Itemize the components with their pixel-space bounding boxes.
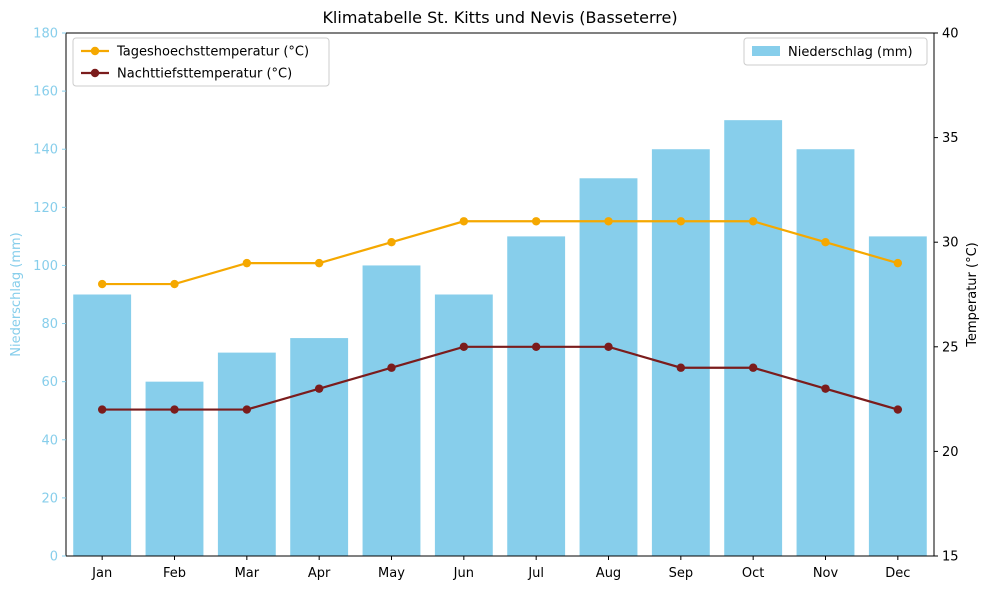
right-tick-label: 15 (942, 550, 959, 565)
x-tick-label: Aug (596, 566, 621, 581)
right-axis-title: Temperatur (°C) (965, 242, 980, 348)
x-tick-label: Jan (91, 566, 112, 581)
temperature-line-1 (102, 345, 899, 411)
left-tick-label: 40 (41, 433, 58, 448)
precipitation-bar-jan (73, 294, 132, 556)
x-tick-label: Jul (527, 566, 544, 581)
right-tick-label: 30 (942, 236, 959, 251)
legend-box (743, 37, 928, 66)
temperature-point-1-sep (676, 363, 686, 372)
precipitation-bar-mar (217, 352, 276, 556)
precipitation-bar-may (362, 265, 421, 556)
temperature-point-1-aug (604, 342, 613, 351)
precipitation-bar-jul (507, 236, 566, 556)
temperature-point-1-nov (821, 384, 830, 393)
x-tick-label: Feb (163, 566, 186, 581)
temperature-point-0-nov (821, 238, 830, 247)
right-tick-label: 20 (942, 445, 959, 460)
temperature-point-0-feb (170, 279, 179, 289)
left-tick-label: 160 (33, 85, 58, 100)
x-tick-label: Oct (742, 566, 764, 581)
x-tick-label: Apr (308, 566, 331, 581)
temperature-point-1-jun (459, 342, 469, 351)
x-tick-label: Jun (453, 566, 474, 581)
legend-box (72, 37, 330, 87)
left-tick-label: 80 (41, 317, 58, 332)
left-tick-label: 180 (33, 27, 58, 42)
precipitation-bar-jun (434, 294, 493, 556)
temperature-point-0-oct (748, 217, 758, 226)
right-tick-label: 25 (942, 340, 959, 355)
precipitation-bar-dec (868, 236, 927, 556)
legend-label: Tageshoechsttemperatur (°C) (116, 45, 309, 60)
left-tick-label: 140 (33, 143, 58, 158)
plot-frame (65, 32, 935, 557)
left-tick-label: 0 (50, 550, 58, 565)
legend-marker-swatch (90, 68, 100, 78)
legend-temperature: Tageshoechsttemperatur (°C) Nachttiefstte… (72, 37, 330, 87)
temperature-point-0-jan (97, 279, 107, 289)
right-tick-label: 40 (942, 27, 959, 42)
temperature-point-1-apr (314, 384, 324, 393)
legend-precipitation: Niederschlag (mm) (743, 37, 928, 66)
temperature-point-1-jul (531, 342, 541, 351)
x-tick-label: Dec (885, 566, 910, 581)
precipitation-bar-oct (724, 120, 783, 557)
left-y-axis: 0 20 40 60 80 100 120 140 160 180 (33, 27, 66, 565)
precipitation-bars (73, 120, 927, 557)
temperature-point-0-may (387, 238, 396, 247)
x-tick-label: Nov (813, 566, 839, 581)
legend-bar-swatch (752, 46, 780, 56)
temperature-point-0-apr (314, 258, 324, 268)
right-tick-label: 35 (942, 131, 959, 146)
precipitation-bar-nov (796, 149, 855, 556)
temperature-point-0-aug (604, 217, 613, 226)
temperature-point-1-feb (170, 405, 179, 414)
temperature-point-1-may (387, 363, 396, 372)
temperature-point-0-sep (676, 217, 686, 226)
temperature-lines (97, 217, 903, 414)
left-tick-label: 20 (41, 491, 58, 506)
legend-marker-swatch (90, 46, 100, 56)
temperature-point-1-jan (97, 405, 107, 414)
x-axis: Jan Feb Mar Apr May Jun Jul Aug Sep Oct Nov Dec (91, 556, 910, 581)
temperature-point-1-dec (893, 405, 903, 414)
right-y-axis: 15 20 25 30 35 40 (934, 27, 959, 565)
left-tick-label: 100 (33, 259, 58, 274)
temperature-point-0-jun (459, 217, 469, 226)
x-tick-label: May (378, 566, 405, 581)
x-tick-label: Sep (669, 566, 694, 581)
temperature-line-0 (102, 220, 899, 286)
left-axis-title: Niederschlag (mm) (9, 232, 24, 357)
precipitation-bar-apr (290, 338, 349, 556)
chart-title: Klimatabelle St. Kitts und Nevis (Basset… (322, 8, 677, 27)
left-tick-label: 60 (41, 375, 58, 390)
temperature-point-1-mar (242, 405, 252, 414)
temperature-point-0-jul (531, 217, 541, 226)
x-tick-label: Mar (235, 566, 260, 581)
legend-label: Nachttiefsttemperatur (°C) (117, 67, 292, 82)
left-tick-label: 120 (33, 201, 58, 216)
legend-label: Niederschlag (mm) (788, 45, 913, 60)
precipitation-bar-sep (651, 149, 710, 556)
temperature-point-1-oct (748, 363, 758, 372)
temperature-point-0-dec (893, 258, 903, 268)
precipitation-bar-aug (579, 178, 638, 556)
temperature-point-0-mar (242, 258, 252, 268)
